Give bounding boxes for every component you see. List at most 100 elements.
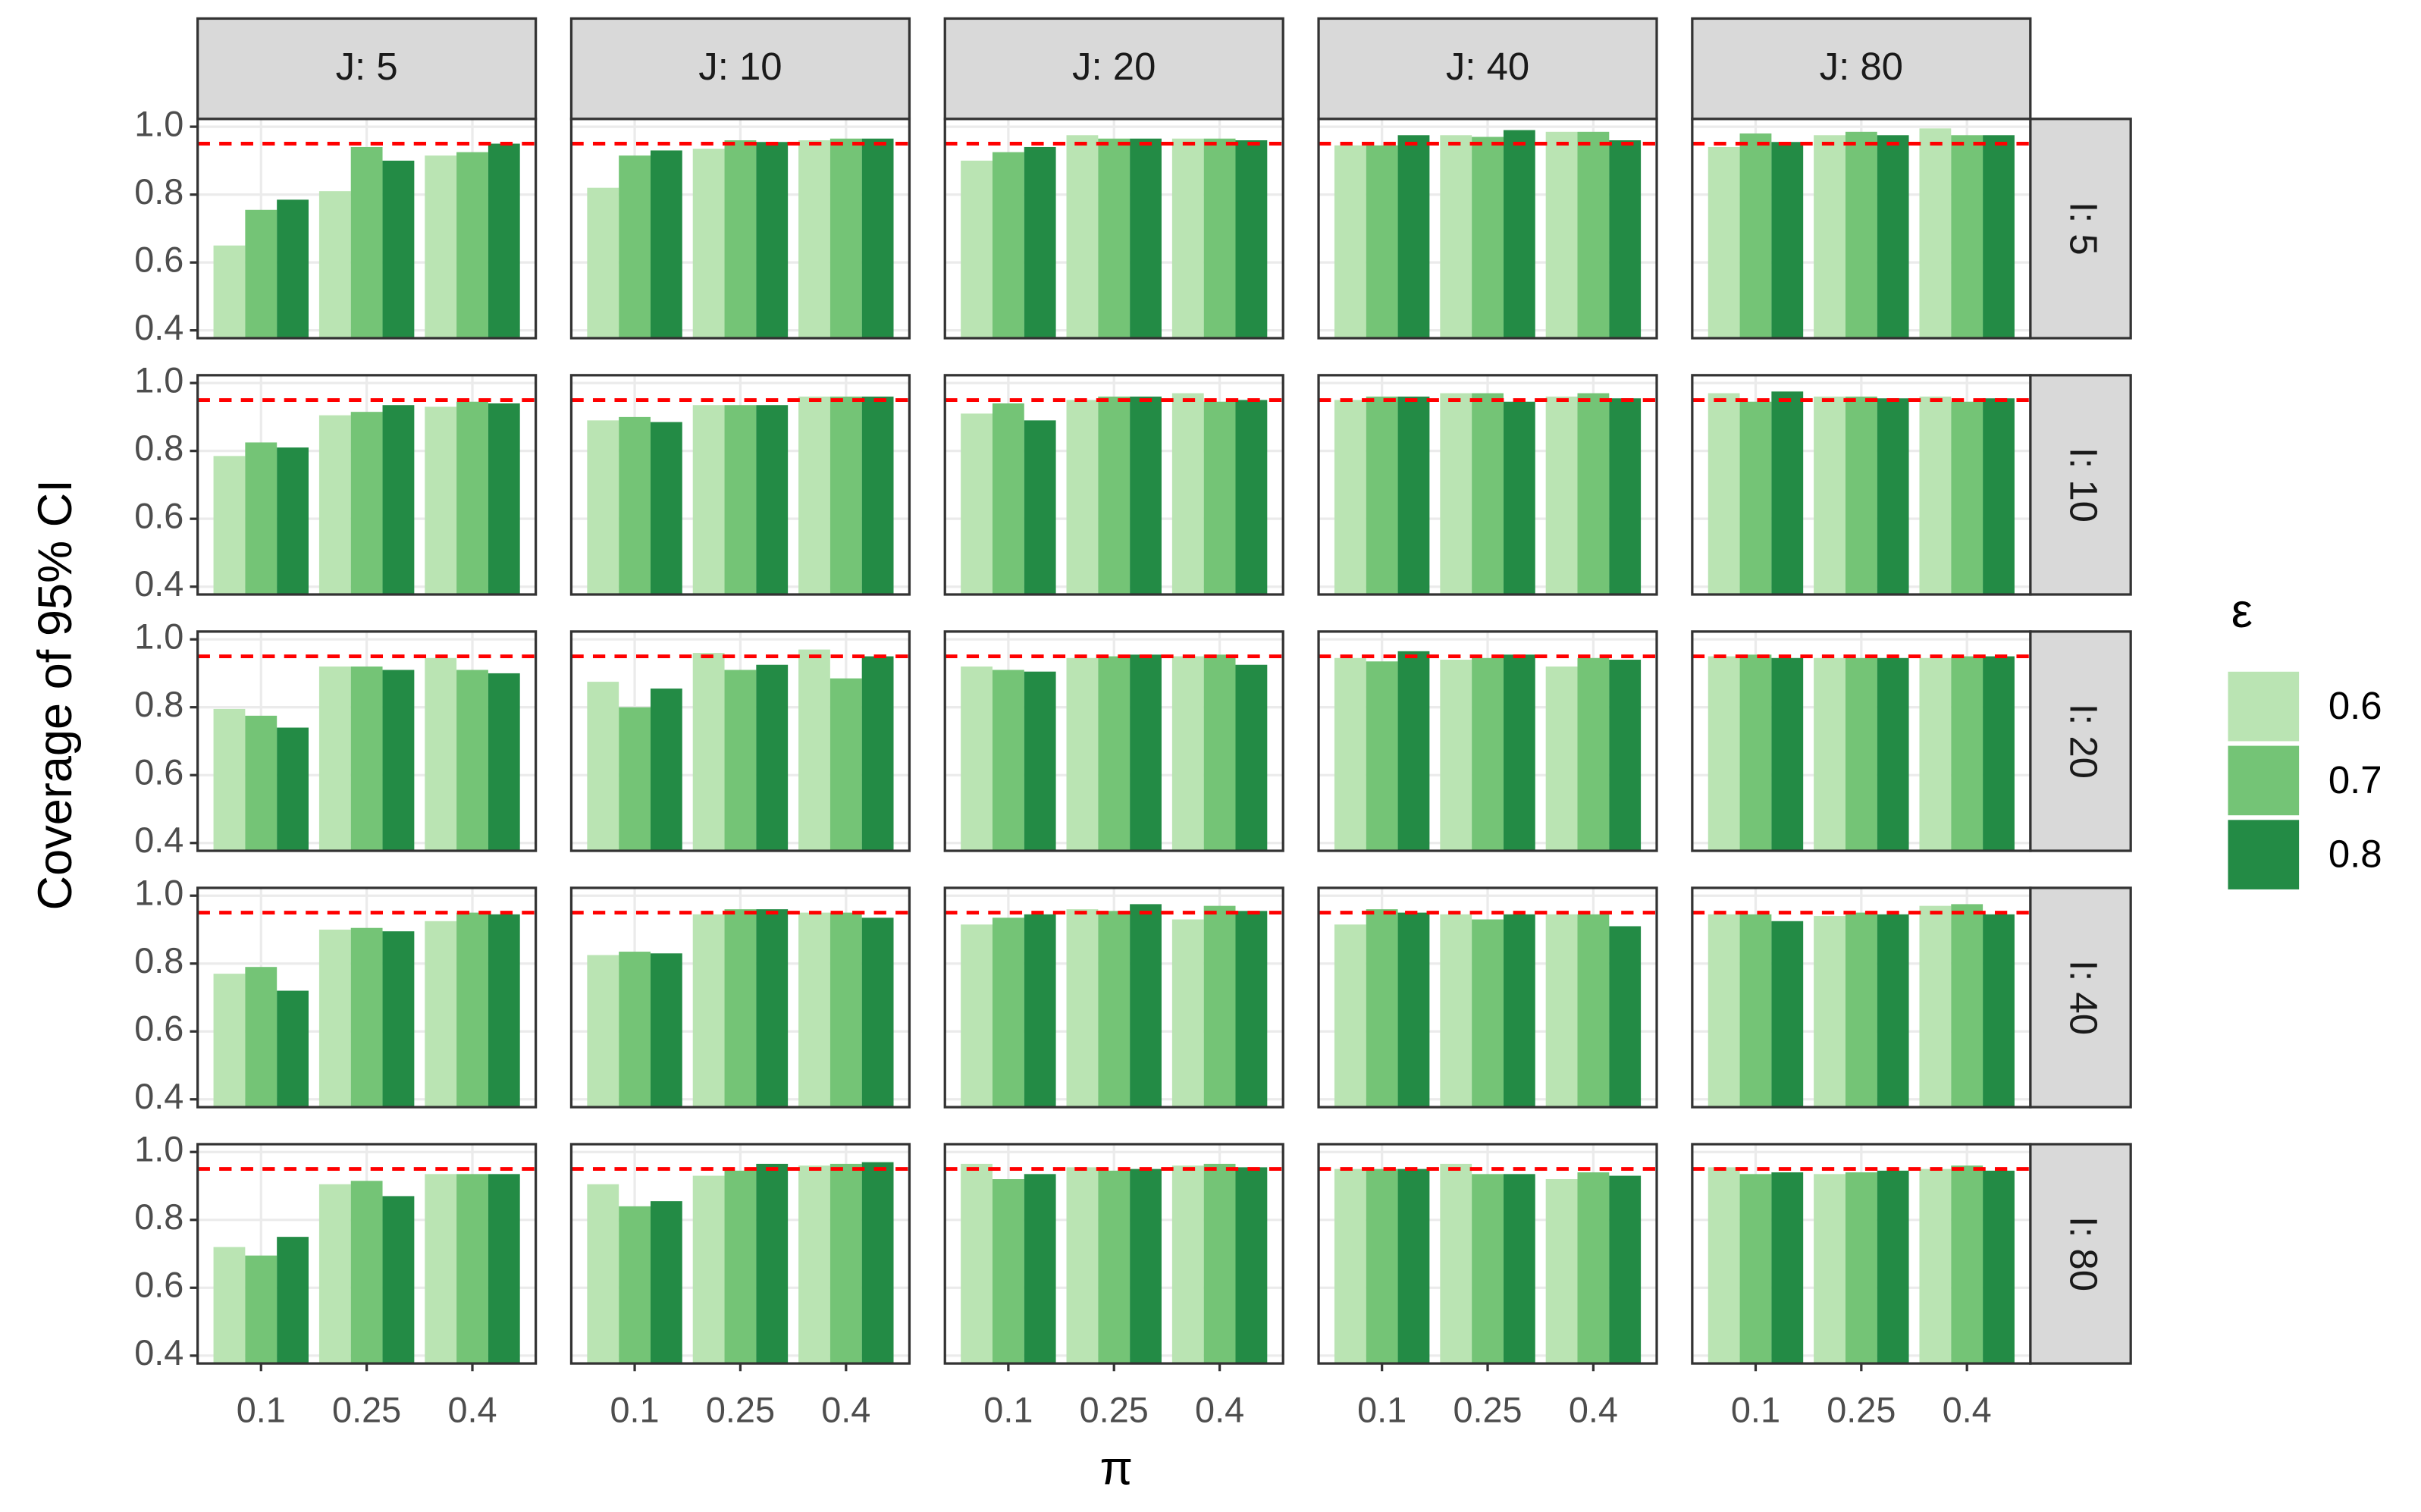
bar [1066, 657, 1099, 852]
bar [1024, 914, 1056, 1108]
bar [1739, 654, 1772, 852]
bar [1983, 1170, 2015, 1364]
bar [245, 1255, 278, 1364]
bar [382, 670, 415, 852]
bar [1397, 1169, 1430, 1364]
bar [619, 1206, 651, 1364]
bar [650, 953, 682, 1108]
bar [619, 155, 651, 338]
bar [1098, 1170, 1131, 1364]
y-tick-label: 0.6 [134, 753, 183, 792]
row-strip-label: I: 10 [2062, 447, 2106, 522]
row-strip-label: I: 20 [2062, 704, 2106, 779]
bar [1203, 1163, 1236, 1364]
bar [1503, 130, 1535, 338]
bar [1503, 1174, 1535, 1364]
bar [587, 955, 619, 1108]
bar [1024, 671, 1056, 852]
bar [992, 670, 1024, 852]
bar [456, 152, 488, 338]
bar [350, 146, 383, 338]
bar [692, 1175, 725, 1364]
bar [692, 653, 725, 852]
y-tick-label: 0.8 [134, 172, 183, 212]
bar [425, 155, 457, 338]
panel-border [196, 1143, 538, 1365]
bar [829, 678, 862, 852]
bar [1098, 397, 1131, 594]
x-tick-label: 0.4 [447, 1391, 497, 1430]
bar [456, 1174, 488, 1364]
bar [1024, 1174, 1056, 1364]
bar [650, 689, 682, 852]
bar [1130, 1169, 1162, 1364]
bar [587, 187, 619, 338]
y-tick-label: 0.8 [134, 685, 183, 724]
y-tick-label: 0.8 [134, 941, 183, 980]
bar [1771, 921, 1804, 1108]
bar [1203, 401, 1236, 594]
bar [1814, 1174, 1846, 1364]
y-tick-label: 0.6 [134, 240, 183, 280]
bar [1877, 398, 1909, 594]
bar [1472, 919, 1504, 1108]
bar [1334, 1169, 1366, 1364]
bar [1503, 914, 1535, 1108]
bar [488, 143, 520, 338]
bar [1397, 651, 1430, 852]
panel-border [1317, 374, 1658, 596]
bar [829, 1163, 862, 1364]
x-tick-label: 0.25 [1453, 1391, 1522, 1430]
bar [1739, 401, 1772, 594]
row-strip [2029, 886, 2132, 1109]
bar [1545, 131, 1578, 338]
bar [756, 405, 789, 594]
bar [829, 397, 862, 594]
bar [619, 952, 651, 1108]
bar [724, 405, 757, 594]
x-tick-label: 0.1 [1731, 1391, 1780, 1430]
bar [1334, 657, 1366, 852]
panel-border [569, 886, 911, 1109]
bar [650, 1201, 682, 1364]
y-tick-label: 0.4 [134, 1333, 183, 1372]
bar [1472, 1174, 1504, 1364]
bar [1708, 393, 1740, 594]
bar [382, 160, 415, 338]
bar [1814, 916, 1846, 1108]
bar [961, 924, 993, 1108]
bar [277, 727, 309, 852]
bar [350, 927, 383, 1108]
bar [245, 442, 278, 594]
bar [318, 666, 351, 852]
bar [692, 914, 725, 1108]
bar [456, 912, 488, 1108]
bar [1545, 666, 1578, 852]
panel-border [569, 374, 911, 596]
bar [587, 1184, 619, 1364]
bar [1171, 138, 1204, 338]
row-strip-label: I: 40 [2062, 960, 2106, 1035]
bar [829, 912, 862, 1108]
panel-border [1317, 886, 1658, 1109]
panel-border [1691, 374, 2032, 596]
bar [318, 191, 351, 338]
bar [1397, 135, 1430, 338]
panel-border [943, 630, 1284, 852]
bar [1171, 393, 1204, 594]
x-tick-label: 0.4 [821, 1391, 870, 1430]
bar [1877, 914, 1909, 1108]
bar [1171, 919, 1204, 1108]
bar [587, 682, 619, 852]
bar [1708, 146, 1740, 338]
bar [1951, 1165, 1984, 1364]
bar [488, 914, 520, 1108]
bar [350, 666, 383, 852]
bar [213, 974, 246, 1108]
column-strip-label: J: 10 [698, 45, 782, 88]
row-strip [2029, 118, 2132, 340]
bar [1066, 909, 1099, 1108]
bar [1334, 400, 1366, 594]
bar [1098, 138, 1131, 338]
y-tick-label: 1.0 [134, 104, 183, 143]
